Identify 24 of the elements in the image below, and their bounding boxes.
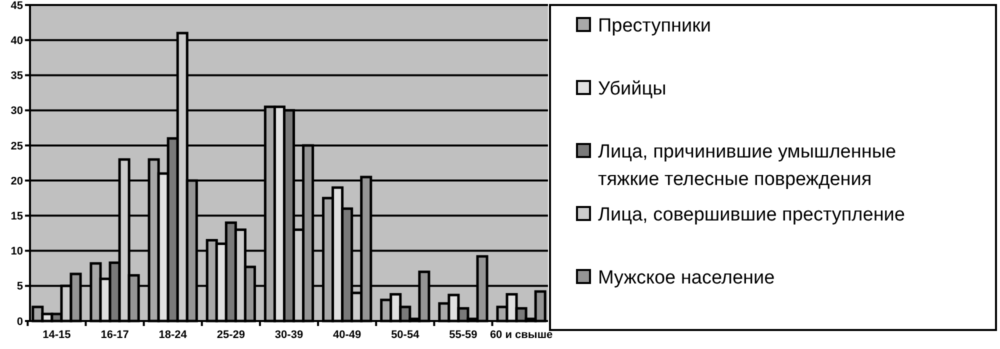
- y-tick-label: 45: [10, 0, 23, 12]
- x-tick-label: 50-54: [391, 329, 420, 341]
- x-tick-label: 55-59: [449, 329, 478, 341]
- x-tick-label: 60 и свыше: [490, 329, 553, 341]
- y-tick-label: 15: [10, 210, 23, 223]
- y-tick-label: 10: [10, 246, 23, 258]
- legend-label: Лица, причинившие умышленные тяжкие телесные повреждения: [598, 142, 896, 190]
- x-tick-label: 16-17: [100, 329, 129, 341]
- y-tick-label: 5: [16, 280, 23, 293]
- y-tick-label: 30: [10, 105, 23, 118]
- x-tick-label: 14-15: [42, 329, 71, 341]
- x-tick-label: 30-39: [274, 329, 304, 341]
- y-tick-label: 35: [10, 70, 23, 82]
- legend-label: Убийцы: [598, 78, 666, 100]
- x-tick-label: 25-29: [216, 329, 245, 341]
- y-tick-label: 25: [10, 140, 23, 152]
- legend-label: Преступники: [598, 16, 712, 37]
- legend-label: Мужское население: [598, 268, 775, 289]
- y-tick-label: 20: [10, 175, 23, 188]
- y-tick-label: 0: [16, 316, 23, 328]
- y-tick-label: 40: [10, 34, 23, 47]
- x-tick-label: 40-49: [333, 329, 362, 341]
- x-tick-label: 18-24: [158, 329, 188, 341]
- legend-label: Лица, совершившие преступление: [598, 204, 905, 226]
